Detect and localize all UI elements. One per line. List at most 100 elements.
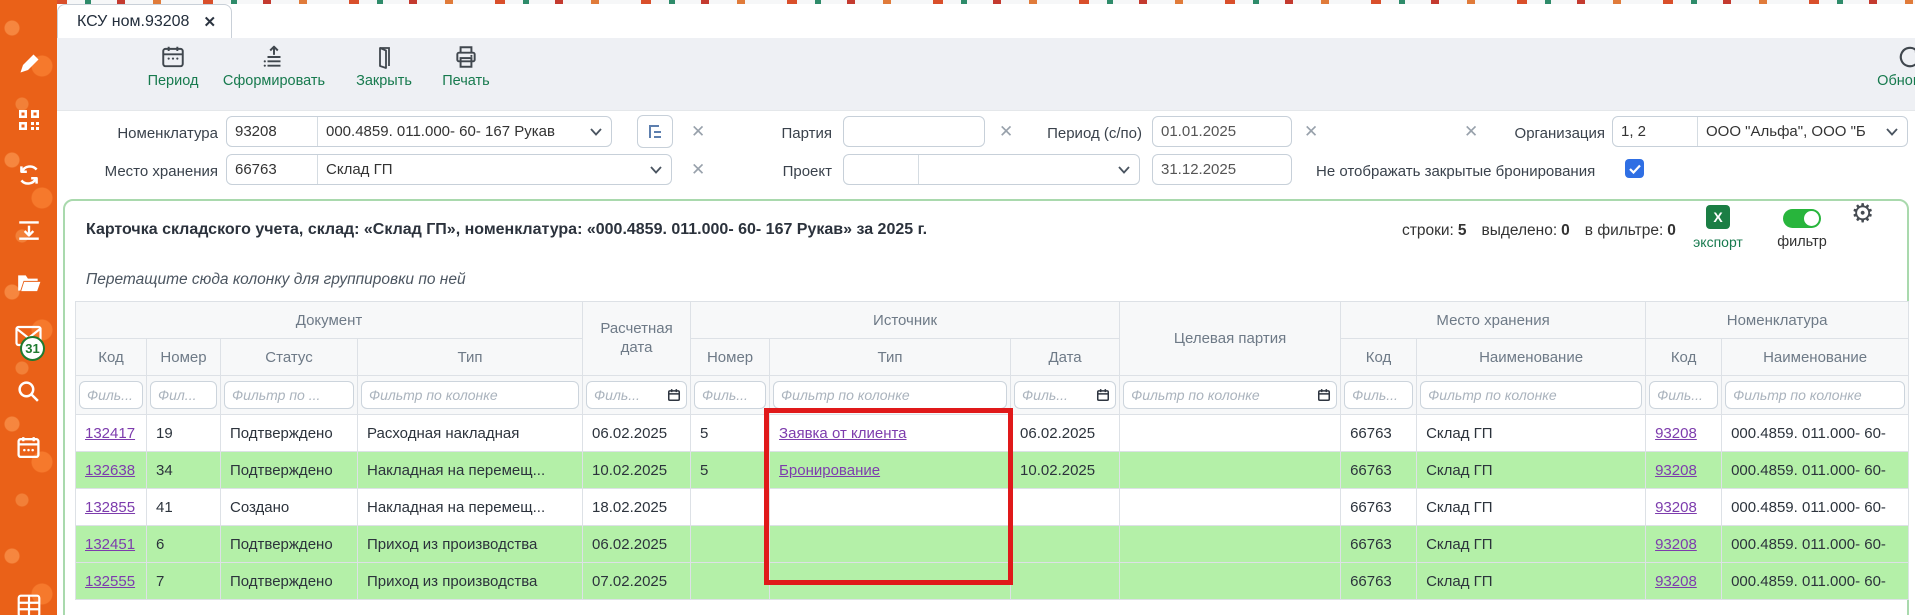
grid-table-icon[interactable] [0, 592, 57, 615]
period-clear-icon[interactable]: ✕ [1304, 122, 1319, 141]
header-doc-code[interactable]: Код [75, 338, 147, 376]
doc-code-link[interactable]: 132451 [85, 535, 136, 553]
table-row[interactable]: 132638 34 Подтверждено Накладная на пере… [75, 451, 1910, 489]
nom-name-cell: 000.4859. 011.000- 60- [1721, 488, 1910, 526]
refresh-button[interactable]: Обновить [1850, 44, 1915, 89]
folder-icon[interactable] [0, 269, 57, 297]
group-header-storage[interactable]: Место хранения [1340, 301, 1647, 339]
tab-close-icon[interactable]: ✕ [203, 13, 217, 31]
filter-storage-name-input[interactable] [1420, 381, 1643, 409]
party-input[interactable] [843, 116, 985, 147]
calendar-icon[interactable] [0, 433, 57, 461]
party-clear-icon[interactable]: ✕ [999, 122, 1014, 141]
period-from-input[interactable] [1152, 116, 1292, 147]
doc-number-cell: 6 [146, 525, 221, 563]
filter-src-number-input[interactable] [694, 381, 767, 409]
group-header-document[interactable]: Документ [74, 301, 584, 339]
search-icon[interactable] [0, 377, 57, 405]
generate-button[interactable]: Сформировать [214, 44, 334, 89]
extra-clear-icon[interactable]: ✕ [1464, 122, 1479, 141]
header-nom-code[interactable]: Код [1645, 338, 1723, 376]
tab-ksu[interactable]: КСУ ном.93208 ✕ [57, 4, 232, 38]
mail-badge: 31 [20, 336, 45, 361]
filter-storage-code-input[interactable] [1344, 381, 1414, 409]
print-button[interactable]: Печать [406, 44, 526, 89]
doc-code-link[interactable]: 132417 [85, 424, 136, 442]
tree-icon [649, 124, 661, 138]
organization-select[interactable]: 1, 2 ООО "Альфа", ООО "Б [1612, 116, 1908, 147]
project-label: Проект [782, 163, 832, 180]
storage-clear-icon[interactable]: ✕ [691, 160, 706, 179]
header-src-number[interactable]: Номер [690, 338, 771, 376]
header-storage-code[interactable]: Код [1340, 338, 1418, 376]
table-row[interactable]: 132855 41 Создано Накладная на перемещ..… [75, 488, 1910, 526]
filter-doc-status-input[interactable] [224, 381, 354, 409]
header-doc-status[interactable]: Статус [220, 338, 358, 376]
group-header-source[interactable]: Источник [690, 301, 1121, 339]
hide-closed-checkbox[interactable] [1625, 159, 1644, 178]
src-date-cell: 06.02.2025 [1010, 414, 1121, 452]
table-row[interactable]: 132555 7 Подтверждено Приход из производ… [75, 562, 1910, 600]
doc-type-cell: Накладная на перемещ... [356, 488, 584, 526]
filter-calc-date-input[interactable] [586, 381, 688, 409]
table-row[interactable]: 132417 19 Подтверждено Расходная накладн… [75, 414, 1910, 452]
storage-name-cell: Склад ГП [1416, 488, 1647, 526]
group-header-nomenclature[interactable]: Номенклатура [1645, 301, 1910, 339]
filter-doc-type-input[interactable] [361, 381, 580, 409]
divider [317, 155, 318, 184]
doc-code-link[interactable]: 132638 [85, 461, 136, 479]
filter-nom-name-input[interactable] [1725, 381, 1906, 409]
list-download-icon[interactable] [0, 216, 57, 244]
excel-export-icon[interactable]: X [1706, 205, 1730, 229]
header-storage-name[interactable]: Наименование [1416, 338, 1647, 376]
storage-select[interactable]: 66763 Склад ГП [226, 154, 672, 185]
header-nom-name[interactable]: Наименование [1721, 338, 1910, 376]
nom-code-link[interactable]: 93208 [1655, 535, 1697, 553]
period-to-input[interactable] [1152, 154, 1292, 185]
filter-nom-code-input[interactable] [1649, 381, 1719, 409]
target-party-cell [1119, 525, 1342, 563]
header-target-party[interactable]: Целевая партия [1119, 301, 1342, 376]
nom-code-link[interactable]: 93208 [1655, 572, 1697, 590]
src-type-cell [769, 525, 1012, 563]
divider [918, 155, 919, 184]
nom-code-link[interactable]: 93208 [1655, 461, 1697, 479]
nom-code-link[interactable]: 93208 [1655, 498, 1697, 516]
doc-code-link[interactable]: 132555 [85, 572, 136, 590]
gear-icon[interactable]: ⚙ [1851, 198, 1875, 228]
header-src-type[interactable]: Тип [769, 338, 1012, 376]
filter-doc-number-input[interactable] [150, 381, 217, 409]
close-button[interactable]: Закрыть [324, 44, 444, 89]
party-label: Партия [781, 125, 832, 142]
header-doc-number[interactable]: Номер [146, 338, 221, 376]
doc-code-link[interactable]: 132855 [85, 498, 136, 516]
table-row[interactable]: 132451 6 Подтверждено Приход из производ… [75, 525, 1910, 563]
src-type-link[interactable]: Бронирование [779, 461, 881, 479]
refresh-icon [1899, 46, 1915, 68]
filter-src-type-input[interactable] [773, 381, 1008, 409]
calendar-icon[interactable] [667, 388, 681, 402]
pencil-icon[interactable] [0, 50, 57, 78]
nomenclature-select[interactable]: 93208 000.4859. 011.000- 60- 167 Рукав [226, 116, 612, 147]
documents-table: Документ Расчетная дата Источник Целевая… [74, 301, 1910, 600]
filter-toggle[interactable] [1783, 209, 1821, 228]
calendar-icon[interactable] [1096, 388, 1110, 402]
chevron-down-icon [590, 127, 602, 136]
header-calc-date[interactable]: Расчетная дата [582, 301, 692, 376]
target-party-cell [1119, 488, 1342, 526]
filter-doc-code-input[interactable] [79, 381, 143, 409]
src-type-link[interactable]: Заявка от клиента [779, 424, 907, 442]
project-select[interactable] [843, 154, 1140, 185]
filter-src-date-input[interactable] [1014, 381, 1117, 409]
project-name-value [919, 155, 1114, 184]
header-doc-type[interactable]: Тип [356, 338, 584, 376]
nom-code-link[interactable]: 93208 [1655, 424, 1697, 442]
sync-icon[interactable] [0, 161, 57, 189]
nomenclature-clear-icon[interactable]: ✕ [691, 122, 706, 141]
hierarchy-tree-button[interactable] [637, 115, 673, 148]
qr-code-icon[interactable] [0, 106, 57, 134]
calendar-icon[interactable] [1317, 388, 1331, 402]
period-button[interactable]: Период [113, 44, 233, 89]
filter-target-party-input[interactable] [1123, 381, 1338, 409]
header-src-date[interactable]: Дата [1010, 338, 1121, 376]
